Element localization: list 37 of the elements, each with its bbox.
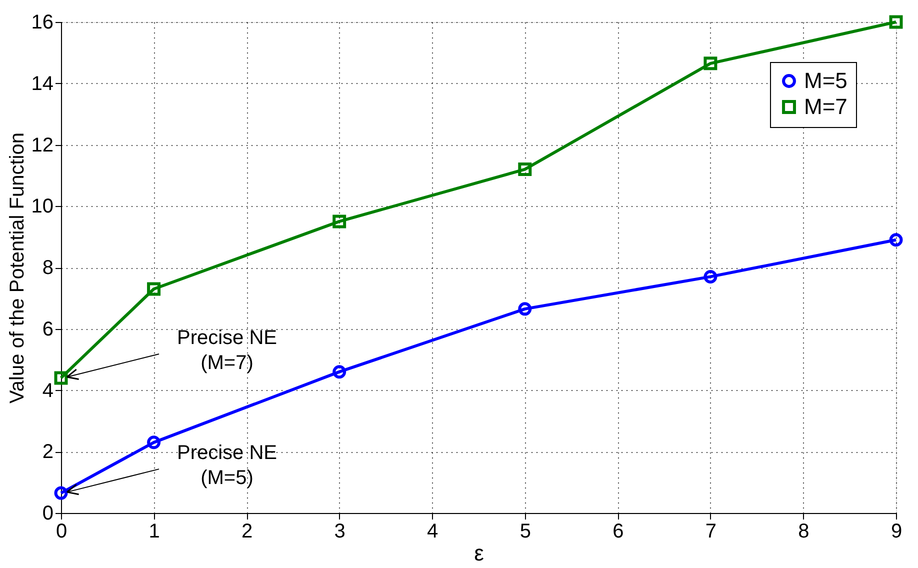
x-tick-label: 8 [798, 520, 810, 542]
x-tick-label: 3 [334, 520, 346, 542]
point [54, 486, 68, 500]
point [889, 15, 903, 29]
y-tick-label: 12 [31, 134, 54, 156]
point [704, 56, 718, 70]
point [147, 436, 161, 450]
point [518, 302, 532, 316]
x-tick-label: 5 [520, 520, 531, 542]
point [54, 371, 68, 385]
y-tick-label: 4 [42, 380, 54, 402]
x-axis-title: ε [474, 540, 484, 566]
y-tick-label: 6 [42, 318, 54, 340]
x-tick-label: 2 [241, 520, 253, 542]
point [332, 214, 346, 228]
x-tick-label: 6 [612, 520, 624, 542]
legend-label: M=7 [804, 94, 848, 119]
y-tick-label: 8 [42, 257, 54, 279]
point [518, 162, 532, 176]
y-tick-label: 10 [31, 196, 54, 218]
x-tick-label: 4 [427, 520, 438, 542]
x-tick-label: 9 [890, 520, 902, 542]
y-tick-label: 0 [42, 502, 54, 524]
y-tick-label: 2 [42, 441, 54, 464]
point [147, 282, 161, 296]
y-tick-label: 16 [31, 12, 54, 34]
x-tick-label: 1 [148, 520, 160, 542]
annotation: Precise NE (M=7) [176, 326, 278, 374]
x-tick-label: 0 [56, 520, 68, 542]
legend-label: M=5 [804, 68, 848, 93]
annotation: Precise NE (M=5) [176, 442, 278, 490]
point [332, 365, 346, 379]
point [889, 233, 903, 247]
y-axis-title: Value of the Potential Function [6, 132, 28, 404]
x-tick-label: 7 [705, 520, 717, 542]
point [704, 270, 718, 284]
y-tick-label: 14 [31, 72, 54, 95]
